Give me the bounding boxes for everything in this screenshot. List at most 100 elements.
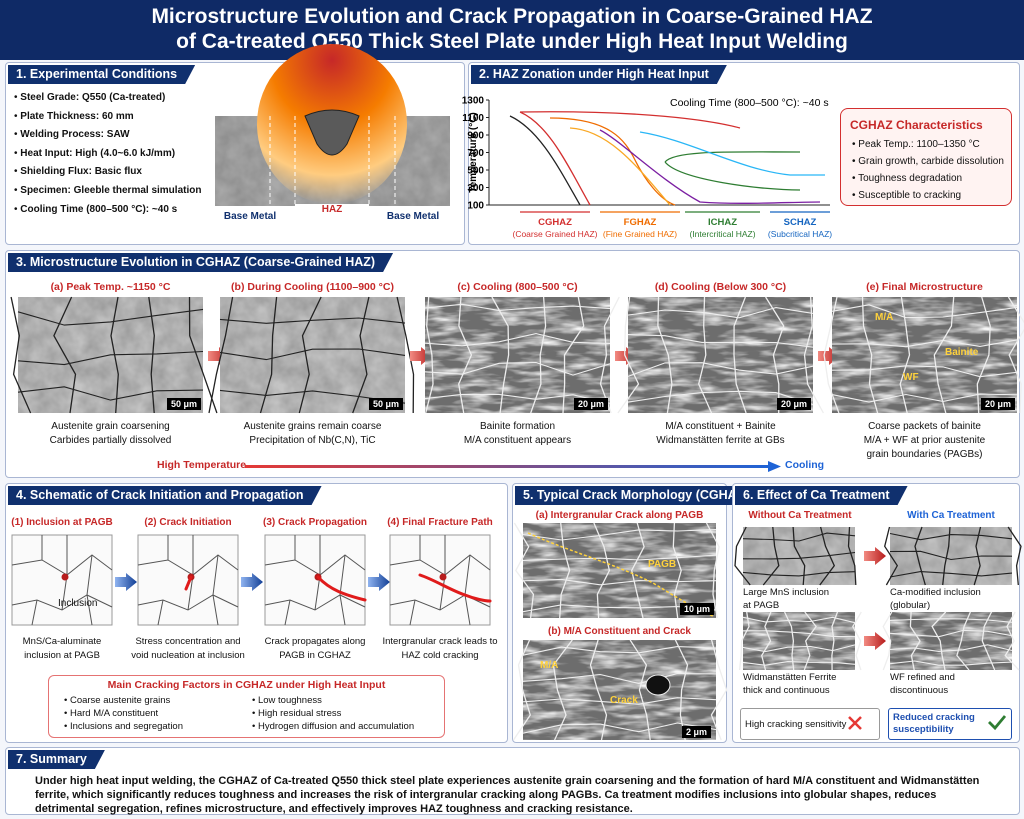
grain-boundary	[889, 618, 1013, 623]
grain-line	[464, 594, 471, 626]
y-tick-label: 300	[467, 183, 484, 194]
grain-boundary	[259, 296, 278, 414]
micrograph	[884, 526, 1022, 586]
flow-arrow	[241, 573, 263, 591]
crack	[418, 573, 492, 603]
grain-line	[31, 599, 38, 626]
grain-boundary	[861, 296, 879, 414]
micrograph	[738, 611, 862, 671]
check-icon	[988, 715, 1007, 731]
grain-boundary	[981, 611, 996, 671]
cooling-curve	[509, 115, 581, 206]
grain-boundary	[424, 333, 611, 347]
factor-text: High residual stress	[257, 708, 342, 719]
crack-title: (b) M/A Constituent and Crack	[548, 626, 691, 637]
grain-boundary	[599, 296, 620, 414]
grain-boundary	[562, 296, 585, 414]
crack	[316, 575, 367, 602]
condition-label: Welding Process:	[20, 129, 105, 141]
micrograph	[617, 296, 824, 414]
y-tick-label: 100	[467, 201, 484, 212]
condition-label: Cooling Time (800–500 °C):	[20, 203, 150, 215]
flow-arrow	[115, 573, 137, 591]
grain-boundary	[899, 296, 911, 414]
characteristic-item: • Susceptible to cracking	[852, 190, 962, 201]
grain-boundary	[522, 554, 717, 561]
cooling-curve	[639, 131, 825, 176]
grain-boundary	[425, 296, 434, 414]
step-caption: Intergranular crack leads to	[382, 636, 498, 647]
grain-boundary	[698, 296, 713, 414]
grain-line	[86, 554, 93, 596]
grain-boundary	[831, 611, 839, 671]
grain-line	[212, 554, 219, 596]
stage-caption: grain boundaries (PAGBs)	[866, 449, 983, 460]
grain-boundary	[831, 365, 1018, 378]
grain-boundary	[823, 296, 840, 414]
grain-boundary	[889, 532, 1013, 541]
condition-value: High (4.0~6.0 kJ/mm)	[75, 147, 176, 159]
characteristic-text: Susceptible to cracking	[858, 190, 962, 201]
condition-label: Steel Grade:	[20, 92, 80, 103]
grain-boundary	[1007, 296, 1024, 414]
grain-boundary	[942, 526, 951, 586]
grain-boundary	[627, 334, 814, 348]
grain-boundary	[734, 526, 751, 586]
zone-name: ICHAZ	[708, 217, 737, 228]
scale-bar: 20 μm	[980, 398, 1015, 410]
grain-boundary	[424, 393, 611, 404]
section-heading: 6. Effect of Ca Treatment	[735, 486, 908, 505]
condition-item: • Specimen: Gleeble thermal simulation	[14, 185, 201, 196]
arrow-shape	[115, 573, 137, 591]
stage-caption: Bainite formation	[479, 421, 556, 432]
grain-line	[339, 594, 346, 626]
cooling-curve	[549, 117, 676, 206]
section-heading: 1. Experimental Conditions	[8, 65, 195, 84]
ca-caption: Widmanstätten Ferrite	[743, 672, 837, 683]
grain-boundary	[710, 639, 728, 741]
grain-boundary	[512, 639, 532, 741]
bullet: •	[14, 129, 21, 141]
base-metal-label: Base Metal	[223, 211, 277, 222]
grain-boundary	[352, 296, 370, 414]
grain-boundary	[976, 296, 991, 414]
characteristic-item: • Peak Temp.: 1100–1350 °C	[852, 139, 980, 150]
grain-boundary	[889, 660, 1013, 666]
y-axis-label: Temperature (°C)	[468, 112, 479, 193]
grain-boundary	[491, 296, 510, 414]
grain-line	[439, 574, 446, 611]
section-heading: 3. Microstructure Evolution in CGHAZ (Co…	[8, 253, 393, 272]
grain-boundary	[889, 629, 1013, 638]
condition-item: • Welding Process: SAW	[14, 129, 130, 140]
grain-boundary	[424, 303, 611, 311]
grain-schematic	[11, 534, 113, 626]
temp-cold: Cooling	[785, 459, 825, 471]
grain-boundary	[17, 386, 204, 401]
y-tick-label: 500	[467, 166, 484, 177]
factor-text: Coarse austenite grains	[69, 695, 171, 706]
grain-boundary	[513, 522, 535, 619]
stage-caption: M/A + WF at prior austenite	[863, 435, 986, 446]
step-caption: Stress concentration and	[135, 636, 241, 647]
grain-boundary	[884, 526, 899, 586]
condition-label: Plate Thickness:	[20, 110, 100, 122]
grain-boundary	[831, 304, 1018, 319]
grain-boundary	[10, 296, 32, 414]
arrow-shape	[368, 573, 390, 591]
grain-boundary	[803, 611, 817, 671]
grain-boundary	[909, 611, 921, 671]
condition-label: Specimen:	[20, 185, 71, 196]
characteristic-text: Toughness degradation	[858, 173, 963, 184]
grain-boundary	[931, 611, 947, 671]
grain-boundary	[629, 639, 651, 741]
step-caption: MnS/Ca-aluminate	[22, 636, 102, 647]
temp-hot: High Temperature	[157, 459, 247, 471]
void	[645, 674, 671, 696]
grain-schematic	[389, 534, 492, 626]
section-heading: 7. Summary	[8, 750, 105, 769]
factor-text: Inclusions and segregation	[69, 721, 183, 732]
factor-item: • Hydrogen diffusion and accumulation	[252, 721, 415, 732]
factor-item: • Coarse austenite grains	[64, 695, 171, 706]
section-heading: 2. HAZ Zonation under High Heat Input	[471, 65, 727, 84]
